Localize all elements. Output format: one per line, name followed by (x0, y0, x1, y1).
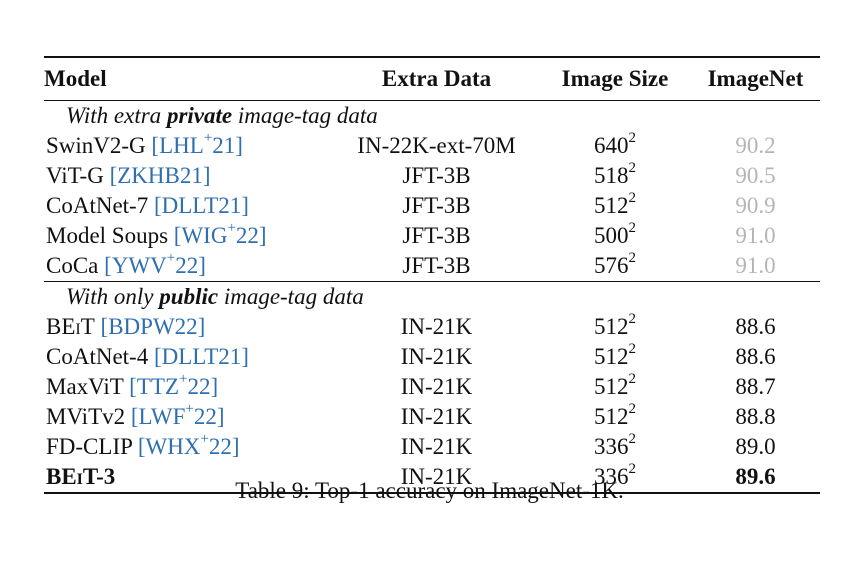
extra-data: JFT-3B (402, 163, 471, 188)
extra-data: JFT-3B (402, 223, 471, 248)
image-size: 3362 (539, 462, 691, 494)
image-size: 6402 (594, 130, 636, 158)
table-row: MViTv2 [LWF+22] IN-21K 5122 88.8 (44, 402, 820, 432)
imagenet-accuracy: 89.6 (691, 462, 820, 494)
model-name: CoCa (46, 253, 99, 278)
citation[interactable]: [BDPW22] (100, 314, 206, 339)
extra-data: IN-21K (334, 462, 539, 494)
table-row: BEiT [BDPW22] IN-21K 5122 88.6 (44, 312, 820, 342)
image-size: 5122 (594, 341, 636, 369)
extra-data: IN-21K (400, 374, 473, 399)
model-name: SwinV2-G (46, 133, 146, 158)
image-size: 5122 (594, 311, 636, 339)
extra-data: IN-21K (400, 314, 473, 339)
extra-data: IN-22K-ext-70M (357, 133, 516, 158)
table-row: Model Soups [WIG+22] JFT-3B 5002 91.0 (44, 221, 820, 251)
table-row: MaxViT [TTZ+22] IN-21K 5122 88.7 (44, 372, 820, 402)
model-name: BEiT (46, 314, 95, 339)
citation[interactable]: [WIG+22] (173, 220, 267, 248)
imagenet-accuracy: 90.5 (735, 163, 776, 188)
table-row: CoCa [YWV+22] JFT-3B 5762 91.0 (44, 251, 820, 282)
extra-data: IN-21K (400, 344, 473, 369)
extra-data: JFT-3B (402, 253, 471, 278)
results-table: Model Extra Data Image Size ImageNet Wit… (44, 56, 820, 494)
citation[interactable]: [ZKHB21] (109, 163, 211, 188)
table-row: FD-CLIP [WHX+22] IN-21K 3362 89.0 (44, 432, 820, 462)
section-title-pre: With extra (66, 103, 167, 128)
image-size: 5122 (594, 401, 636, 429)
section-title-bold: private (166, 103, 233, 128)
image-size: 5122 (594, 371, 636, 399)
model-name: MViTv2 (46, 404, 126, 429)
table-row: CoAtNet-7 [DLLT21] JFT-3B 5122 90.9 (44, 191, 820, 221)
model-name: MaxViT (46, 374, 124, 399)
model-name: CoAtNet-4 (46, 344, 149, 369)
header-model: Model (44, 56, 334, 101)
image-size: 5762 (594, 250, 636, 278)
table-header-row: Model Extra Data Image Size ImageNet (44, 56, 820, 101)
imagenet-accuracy: 88.6 (735, 344, 776, 369)
model-name: Model Soups (46, 223, 169, 248)
section-title-public: With only public image-tag data (44, 281, 820, 312)
table-row: SwinV2-G [LHL+21] IN-22K-ext-70M 6402 90… (44, 131, 820, 161)
extra-data: IN-21K (400, 434, 473, 459)
imagenet-accuracy: 90.9 (735, 193, 776, 218)
imagenet-accuracy: 88.7 (735, 374, 776, 399)
citation[interactable]: [YWV+22] (104, 250, 206, 278)
table-row: ViT-G [ZKHB21] JFT-3B 5182 90.5 (44, 161, 820, 191)
imagenet-accuracy: 91.0 (735, 253, 776, 278)
table-caption: Table 9: Top-1 accuracy on ImageNet-1K. (235, 478, 624, 503)
model-name: FD-CLIP (46, 434, 133, 459)
table-row: CoAtNet-4 [DLLT21] IN-21K 5122 88.6 (44, 342, 820, 372)
citation[interactable]: [LWF+22] (130, 401, 225, 429)
header-image-size: Image Size (539, 56, 691, 101)
image-size: 5122 (594, 190, 636, 218)
header-extra-data: Extra Data (334, 56, 539, 101)
model-name: ViT-G (46, 163, 104, 188)
table-row-ours: BEiT-3 IN-21K 3362 89.6 (44, 462, 820, 494)
citation[interactable]: [DLLT21] (153, 193, 249, 218)
model-name: BEiT-3 (46, 464, 116, 489)
image-size: 3362 (594, 431, 636, 459)
section-title-pre: With only (66, 284, 160, 309)
image-size: 5002 (594, 220, 636, 248)
imagenet-accuracy: 89.0 (735, 434, 776, 459)
section-title-private: With extra private image-tag data (44, 101, 820, 132)
citation[interactable]: [WHX+22] (137, 431, 240, 459)
section-title-post: image-tag data (218, 284, 364, 309)
results-table-container: Model Extra Data Image Size ImageNet Wit… (44, 56, 820, 494)
imagenet-accuracy: 90.2 (735, 133, 776, 158)
model-name: CoAtNet-7 (46, 193, 149, 218)
extra-data: IN-21K (400, 404, 473, 429)
imagenet-accuracy: 88.8 (735, 404, 776, 429)
section-title-bold: public (159, 284, 219, 309)
extra-data: JFT-3B (402, 193, 471, 218)
header-imagenet: ImageNet (691, 56, 820, 101)
citation[interactable]: [LHL+21] (151, 130, 243, 158)
imagenet-accuracy: 88.6 (735, 314, 776, 339)
imagenet-accuracy: 91.0 (735, 223, 776, 248)
citation[interactable]: [TTZ+22] (129, 371, 219, 399)
image-size: 5182 (594, 160, 636, 188)
citation[interactable]: [DLLT21] (153, 344, 249, 369)
section-title-post: image-tag data (232, 103, 378, 128)
